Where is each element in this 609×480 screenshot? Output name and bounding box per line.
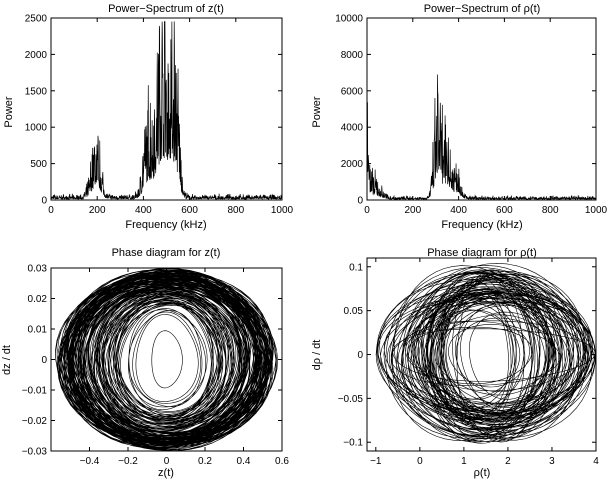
x-tick-label: 0: [164, 456, 170, 467]
y-tick-label: 0: [357, 350, 363, 361]
x-tick-label: 600: [496, 205, 513, 216]
x-tick-label: 800: [542, 205, 559, 216]
y-ticks: −0.1 −0.05 0 0.05 0.1: [338, 262, 596, 449]
y-axis-label: dρ / dt: [311, 340, 323, 371]
x-tick-label: 3: [549, 456, 555, 467]
panel-phase-diagram-z: Phase diagram for z(t) −0.4 −0.2 0 0.2 0.4 0.…: [1, 247, 289, 479]
chart-title: Power−Spectrum of z(t): [108, 3, 224, 15]
y-tick-label: 500: [30, 159, 47, 170]
y-ticks: 0 500 1000 1500 2000 2500: [25, 14, 282, 207]
axes-box: [50, 17, 283, 201]
y-tick-label: 0.02: [28, 294, 48, 305]
y-axis-label: Power: [311, 96, 323, 128]
x-tick-label: −1: [370, 456, 382, 467]
spectrum-series-line: [366, 74, 597, 201]
y-tick-label: 10000: [335, 14, 363, 25]
x-tick-label: 600: [181, 205, 198, 216]
phase-orbit-trajectory: [55, 268, 278, 451]
plot-area: [375, 263, 596, 444]
y-tick-label: −0.02: [22, 416, 48, 427]
x-tick-label: 200: [404, 205, 421, 216]
x-tick-label: −0.4: [80, 456, 100, 467]
x-tick-label: 800: [227, 205, 244, 216]
x-axis-label: ρ(t): [474, 467, 491, 479]
y-tick-label: 0: [357, 196, 363, 207]
y-ticks: 0 2000 4000 6000 8000 10000: [335, 14, 596, 207]
x-axis-label: z(t): [158, 467, 174, 479]
x-tick-label: 0: [364, 205, 370, 216]
x-tick-label: 4: [593, 456, 599, 467]
y-tick-label: 0.05: [344, 306, 364, 317]
y-tick-label: 0.03: [28, 264, 48, 275]
chart-title: Power−Spectrum of ρ(t): [424, 3, 541, 15]
plot-area: [366, 74, 597, 201]
x-tick-label: 0: [417, 456, 423, 467]
x-axis-label: Frequency (kHz): [125, 219, 206, 231]
y-tick-label: 4000: [341, 123, 364, 134]
x-tick-label: 1000: [585, 205, 608, 216]
x-ticks: 0 200 400 600 800 1000: [48, 18, 294, 216]
y-tick-label: −0.1: [343, 438, 363, 449]
x-tick-label: 0: [48, 205, 54, 216]
y-tick-label: 2500: [25, 14, 48, 25]
y-tick-label: 2000: [25, 50, 48, 61]
y-tick-label: 1500: [25, 86, 48, 97]
x-tick-label: 400: [135, 205, 152, 216]
y-tick-label: 6000: [341, 86, 364, 97]
y-tick-label: 2000: [341, 159, 364, 170]
x-ticks: −0.4 −0.2 0 0.2 0.4 0.6: [80, 268, 289, 467]
x-tick-label: −0.2: [118, 456, 138, 467]
x-tick-label: 1000: [271, 205, 294, 216]
y-tick-label: −0.05: [338, 394, 364, 405]
panel-power-spectrum-rho: Power−Spectrum of ρ(t) 0 200 400 600 800 1000…: [311, 3, 608, 231]
x-tick-label: 0.4: [237, 456, 251, 467]
phase-orbit-trajectory: [375, 263, 596, 444]
x-tick-label: 200: [89, 205, 106, 216]
y-tick-label: −0.01: [22, 386, 48, 397]
x-tick-label: 1: [461, 456, 467, 467]
plot-area: [50, 21, 283, 201]
x-tick-label: 0.6: [275, 456, 289, 467]
y-tick-label: 1000: [25, 123, 48, 134]
x-tick-label: 400: [450, 205, 467, 216]
chart-title: Phase diagram for ρ(t): [427, 247, 537, 259]
plot-area: [55, 268, 278, 451]
y-tick-label: 0: [41, 196, 47, 207]
x-axis-label: Frequency (kHz): [441, 219, 522, 231]
panel-phase-diagram-rho: Phase diagram for ρ(t) −1 0 1 2 3 4 −0.1 −0.05…: [311, 247, 599, 479]
x-ticks: 0 200 400 600 800 1000: [364, 18, 608, 216]
panel-power-spectrum-z: Power−Spectrum of z(t) 0 200 400 600 800 1000…: [3, 3, 294, 231]
chart-title: Phase diagram for z(t): [112, 247, 221, 259]
axes-box: [366, 17, 597, 201]
y-tick-label: 0.01: [28, 325, 48, 336]
y-tick-label: −0.03: [22, 447, 48, 458]
y-axis-label: dz / dt: [1, 345, 13, 375]
x-tick-label: 2: [505, 456, 511, 467]
y-ticks: −0.03 −0.02 −0.01 0 0.01 0.02 0.03: [22, 264, 282, 458]
y-tick-label: 8000: [341, 50, 364, 61]
spectrum-series-line: [50, 21, 283, 201]
y-tick-label: 0: [41, 355, 47, 366]
y-axis-label: Power: [3, 96, 15, 128]
x-ticks: −1 0 1 2 3 4: [370, 258, 599, 467]
y-tick-label: 0.1: [349, 262, 363, 273]
x-tick-label: 0.2: [198, 456, 212, 467]
